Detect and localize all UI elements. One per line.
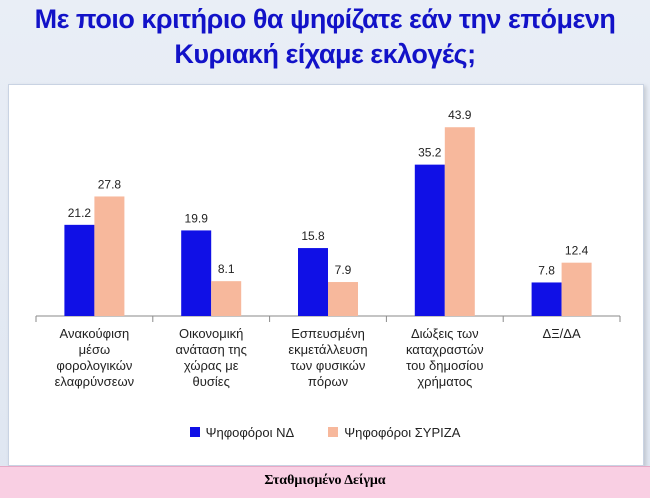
footer-label: Σταθμισμένο Δείγμα [264, 473, 386, 488]
bar-syriza-4 [561, 262, 592, 316]
chart-title: Με ποιο κριτήριο θα ψηφίζατε εάν την επό… [0, 2, 650, 72]
chart-title-line-1: Με ποιο κριτήριο θα ψηφίζατε εάν την επό… [34, 4, 616, 34]
data-label: 7.8 [538, 263, 555, 277]
data-label: 8.1 [218, 262, 235, 276]
data-label: 21.2 [68, 206, 92, 220]
legend-swatch [189, 427, 200, 437]
footer-bar: Σταθμισμένο Δείγμα [0, 466, 650, 498]
data-label: 19.9 [185, 211, 209, 225]
bar-chart: 21.2 27.8 Ανακούφιση μέσω φορολογικών ελαφρύν… [35, 108, 621, 389]
bar-syriza-1 [211, 281, 242, 316]
bar-nd-3 [414, 164, 445, 316]
bar-nd-1 [181, 230, 212, 316]
bar-syriza-2 [328, 282, 358, 316]
data-label: 27.8 [98, 177, 122, 191]
bar-nd-0 [64, 224, 95, 316]
bar-nd-2 [298, 248, 328, 316]
data-label: 43.9 [448, 108, 472, 122]
legend-swatch [328, 427, 339, 437]
legend-label: Ψηφοφόροι ΣΥΡΙΖΑ [344, 424, 461, 440]
x-tick-label: Οικονομική ανάταση της χώρας με θυσίες [175, 326, 247, 389]
x-tick-label: ΔΞ/ΔΑ [543, 326, 581, 341]
x-tick-label: Ανακούφιση μέσω φορολογικών ελαφρύνσεων [55, 326, 135, 389]
legend-item-syriza: Ψηφοφόροι ΣΥΡΙΖΑ [328, 422, 460, 442]
x-tick-label: Εσπευσμένη εκμετάλλευση των φυσικών πόρων [288, 326, 367, 389]
data-label: 12.4 [565, 244, 589, 258]
bar-syriza-3 [444, 127, 475, 316]
legend-item-nd: Ψηφοφόροι ΝΔ [189, 422, 295, 442]
bar-nd-4 [531, 282, 562, 316]
data-label: 15.8 [301, 229, 325, 243]
chart-legend: Ψηφοφόροι ΝΔ Ψηφοφόροι ΣΥΡΙΖΑ [0, 422, 650, 442]
data-label: 7.9 [335, 263, 352, 277]
legend-label: Ψηφοφόροι ΝΔ [205, 424, 295, 440]
chart-title-line-2: Κυριακή είχαμε εκλογές; [174, 39, 476, 69]
bar-syriza-0 [94, 196, 125, 316]
x-tick-label: Διώξεις των καταχραστών του δημοσίου χρήματ… [406, 326, 484, 389]
data-label: 35.2 [418, 146, 442, 160]
